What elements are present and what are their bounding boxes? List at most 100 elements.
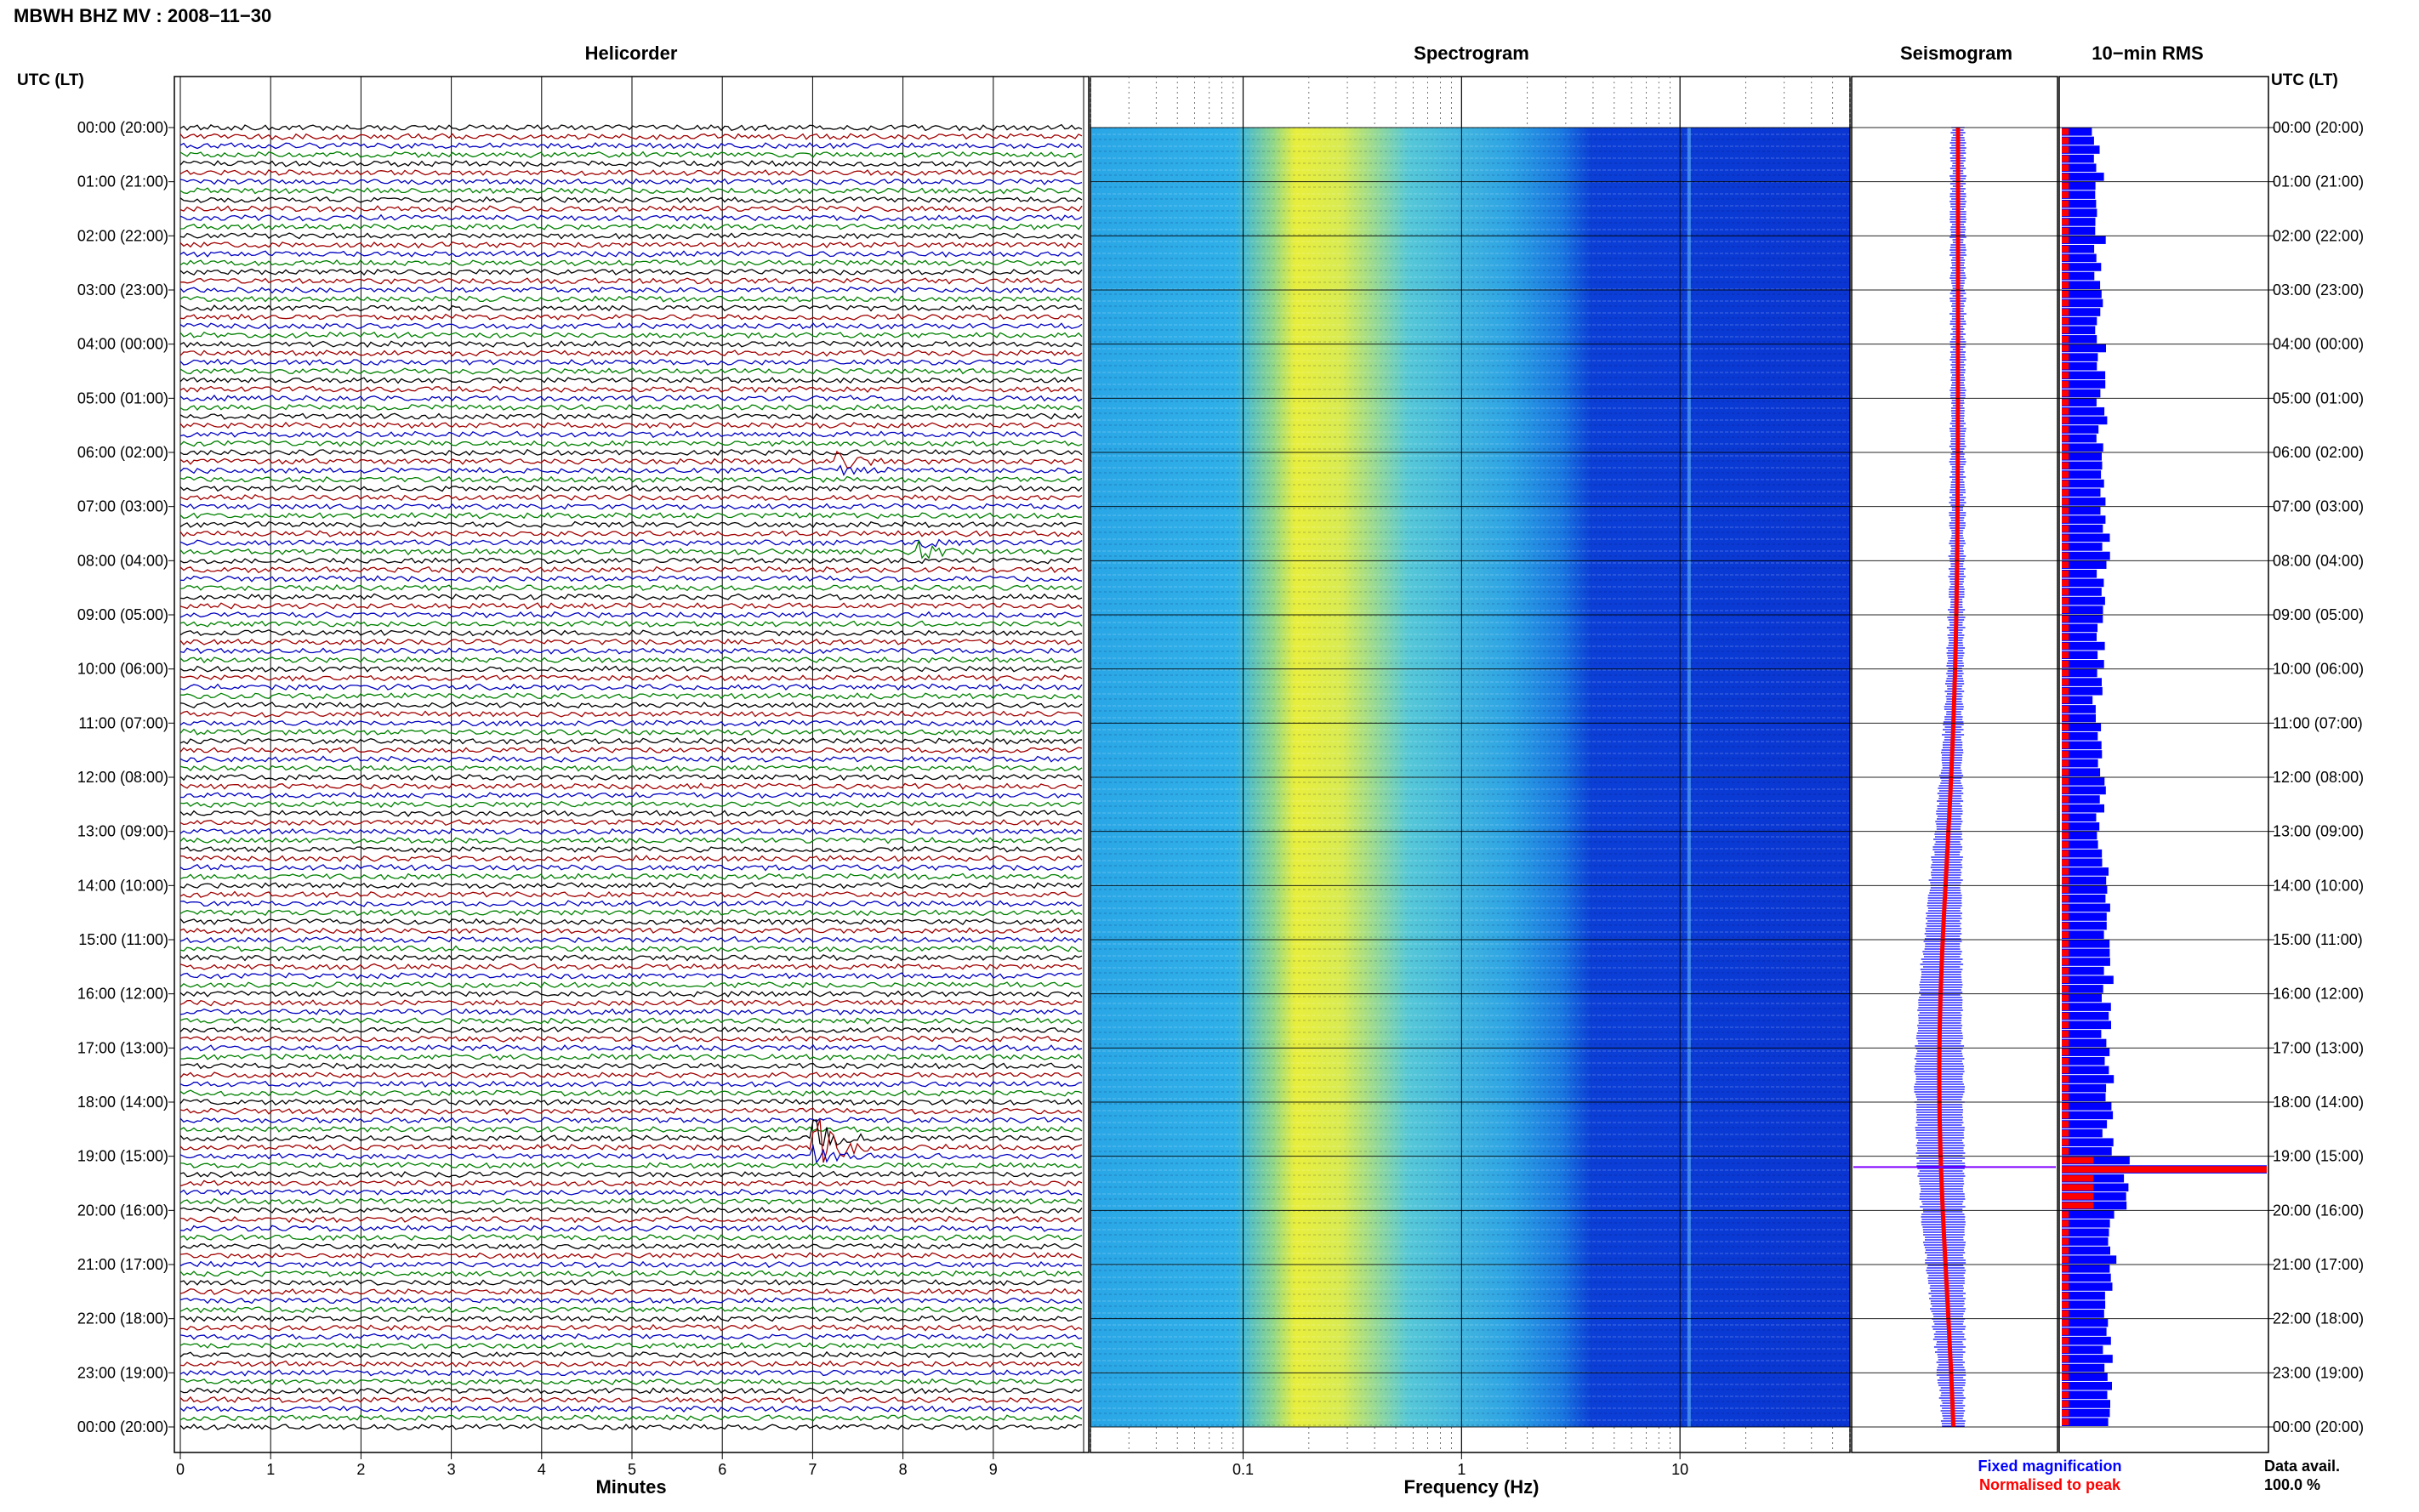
rms-fixed-bar [2062, 1228, 2109, 1237]
helicorder-trace [179, 1323, 1083, 1332]
data-avail-value: 100.0 % [2264, 1476, 2320, 1493]
rms-normalised-bar [2062, 624, 2069, 632]
rms-normalised-bar [2062, 1076, 2069, 1083]
time-label-left: 06:00 (02:00) [77, 444, 168, 461]
helicorder-trace [179, 241, 1083, 249]
chart-title: MBWH BHZ MV : 2008−11−30 [14, 5, 271, 26]
helicorder-trace [179, 350, 1083, 357]
rms-normalised-bar [2062, 1319, 2069, 1327]
rms-fixed-bar [2062, 1138, 2114, 1147]
rms-fixed-bar [2062, 1400, 2110, 1408]
rms-fixed-bar [2062, 1327, 2107, 1336]
time-label-left: 18:00 (14:00) [77, 1094, 168, 1111]
helicorder-trace [179, 511, 1083, 520]
rms-normalised-bar [2062, 634, 2069, 640]
helicorder-trace [179, 1423, 1082, 1431]
helicorder-trace [179, 493, 1083, 502]
rms-normalised-bar [2062, 1111, 2069, 1119]
time-label-left: 20:00 (16:00) [77, 1202, 168, 1219]
helicorder-trace [179, 1350, 1083, 1359]
rms-fixed-bar [2062, 226, 2096, 236]
rms-normalised-bar [2062, 679, 2069, 685]
rms-fixed-bar [2062, 389, 2101, 398]
helicorder-trace [179, 430, 1083, 439]
helicorder-trace [179, 1008, 1083, 1016]
spectrogram-frame [1090, 76, 1851, 1453]
helicorder-trace [179, 1306, 1083, 1314]
rms-normalised-bar [2062, 787, 2069, 794]
helicorder-trace [179, 1333, 1083, 1341]
rms-fixed-bar [2062, 713, 2096, 723]
rms-fixed-bar [2062, 406, 2105, 416]
rms-fixed-bar [2062, 208, 2097, 218]
helicorder-trace [179, 827, 1083, 835]
time-axis-header-left: UTC (LT) [17, 71, 84, 89]
minute-tick-label: 5 [628, 1461, 636, 1478]
rms-fixed-bar [2062, 298, 2103, 308]
rms-normalised-bar [2062, 543, 2069, 550]
time-label-left: 11:00 (07:00) [78, 714, 168, 731]
helicorder-trace [179, 1071, 1083, 1079]
helicorder-trace [179, 692, 1083, 700]
rms-normalised-bar [2062, 687, 2069, 695]
rms-fixed-bar [2062, 218, 2096, 226]
rms-normalised-bar [2062, 1049, 2069, 1055]
spectrogram-panel [1090, 76, 1851, 1453]
time-label-left: 23:00 (19:00) [77, 1364, 168, 1381]
helicorder-trace [179, 530, 1083, 537]
rms-normalised-bar [2062, 1247, 2069, 1254]
rms-fixed-bar [2062, 1291, 2105, 1300]
helicorder-trace [179, 765, 1083, 772]
helicorder-trace [179, 1197, 1083, 1205]
rms-fixed-bar [2062, 894, 2106, 903]
helicorder-trace [179, 1162, 1083, 1169]
helicorder-trace [179, 782, 1083, 790]
rms-fixed-bar [2062, 1011, 2109, 1020]
hour-gridlines [1090, 127, 2268, 1428]
rms-normalised-bar [2062, 1391, 2069, 1399]
helicorder-trace [179, 800, 1083, 809]
minute-tick-label: 3 [447, 1461, 456, 1478]
rms-normalised-bar [2062, 850, 2069, 857]
rms-fixed-bar [2062, 1156, 2130, 1165]
rms-normalised-bar [2062, 1219, 2069, 1227]
rms-normalised-bar [2062, 146, 2069, 153]
helicorder-trace [179, 520, 1083, 529]
rms-normalised-bar [2062, 236, 2069, 243]
rms-normalised-bar [2062, 453, 2069, 460]
rms-normalised-bar [2062, 219, 2069, 225]
helicorder-trace [179, 611, 1083, 619]
helicorder-trace [179, 213, 1083, 222]
rms-normalised-bar [2062, 732, 2069, 740]
helicorder-trace [179, 1125, 1083, 1133]
rms-normalised-bar [2062, 1148, 2069, 1155]
rms-normalised-bar [2062, 507, 2069, 514]
helicorder-trace [179, 178, 1083, 185]
helicorder-trace [179, 440, 1083, 447]
rms-fixed-bar [2062, 136, 2094, 145]
rms-normalised-bar [2062, 1409, 2069, 1417]
rms-fixed-bar [2062, 1246, 2110, 1255]
rms-fixed-bar [2062, 524, 2103, 533]
rms-normalised-bar [2062, 823, 2069, 830]
rms-normalised-bar [2062, 1157, 2094, 1164]
helicorder-trace [179, 1144, 1083, 1164]
helicorder-trace [179, 791, 1083, 799]
rms-fixed-bar [2062, 1318, 2109, 1327]
helicorder-trace [179, 295, 1083, 303]
rms-normalised-bar [2062, 372, 2069, 379]
rms-fixed-bar [2062, 506, 2101, 515]
helicorder-trace [179, 890, 1083, 898]
helicorder-trace [179, 927, 1083, 935]
rms-fixed-bar [2062, 353, 2098, 361]
helicorder-trace [179, 394, 1083, 402]
rms-normalised-bar [2062, 417, 2069, 424]
rms-normalised-bar [2062, 462, 2069, 469]
helicorder-trace [179, 873, 1083, 881]
helicorder-trace [179, 1207, 1083, 1214]
rms-fixed-bar [2062, 1048, 2110, 1056]
rms-fixed-bar [2062, 605, 2103, 614]
rms-normalised-bar [2062, 281, 2069, 288]
rms-fixed-bar [2062, 398, 2097, 406]
